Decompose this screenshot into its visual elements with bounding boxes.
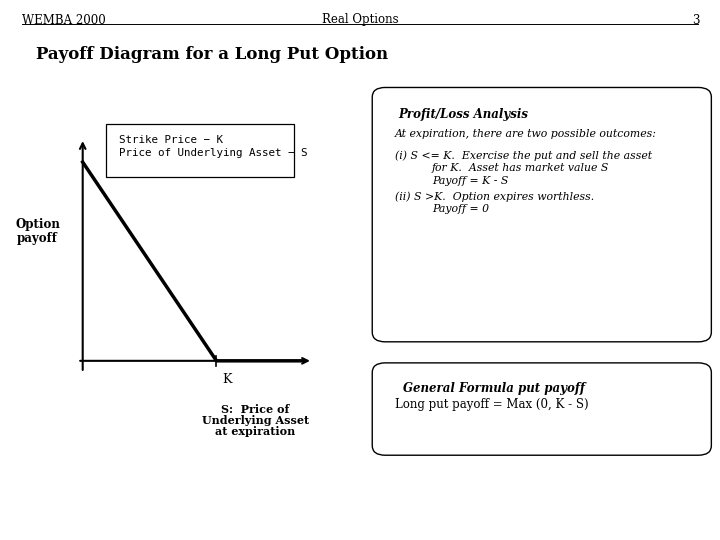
Text: Payoff = 0: Payoff = 0 — [432, 204, 489, 214]
Text: Payoff = K - S: Payoff = K - S — [432, 176, 508, 186]
Text: Real Options: Real Options — [322, 14, 398, 26]
Text: Profit/Loss Analysis: Profit/Loss Analysis — [398, 108, 528, 121]
Text: At expiration, there are two possible outcomes:: At expiration, there are two possible ou… — [395, 129, 657, 139]
Text: 3: 3 — [693, 14, 700, 26]
Text: S:  Price of: S: Price of — [222, 404, 289, 415]
Text: Long put payoff = Max (0, K - S): Long put payoff = Max (0, K - S) — [395, 398, 588, 411]
Text: WEMBA 2000: WEMBA 2000 — [22, 14, 105, 26]
Text: Underlying Asset: Underlying Asset — [202, 415, 309, 426]
Text: General Formula put payoff: General Formula put payoff — [403, 382, 585, 395]
Text: for K.  Asset has market value S: for K. Asset has market value S — [432, 163, 609, 173]
Text: (ii) S >K.  Option expires worthless.: (ii) S >K. Option expires worthless. — [395, 192, 594, 202]
Text: (i) S <= K.  Exercise the put and sell the asset: (i) S <= K. Exercise the put and sell th… — [395, 150, 652, 161]
Text: at expiration: at expiration — [215, 426, 296, 436]
Text: K: K — [222, 373, 231, 386]
Text: Price of Underlying Asset − S: Price of Underlying Asset − S — [119, 148, 307, 158]
Text: Option: Option — [15, 218, 60, 231]
Text: Strike Price − K: Strike Price − K — [119, 135, 222, 145]
Text: Payoff Diagram for a Long Put Option: Payoff Diagram for a Long Put Option — [36, 46, 388, 63]
Text: payoff: payoff — [17, 232, 58, 245]
